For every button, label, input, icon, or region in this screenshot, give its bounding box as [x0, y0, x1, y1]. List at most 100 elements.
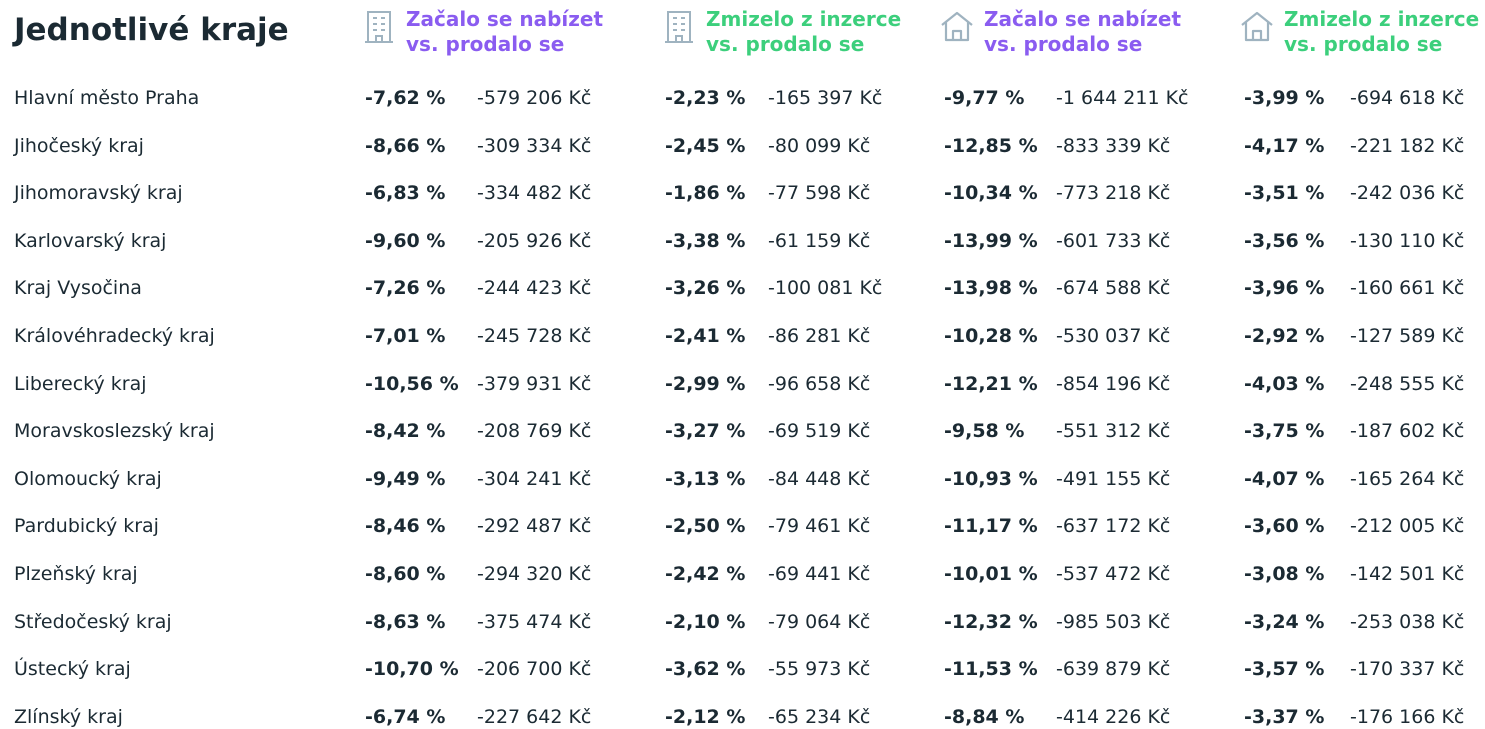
region-name: Olomoucký kraj — [14, 467, 162, 490]
percent-cell: -3,38 % — [665, 229, 746, 252]
percent-cell: -2,50 % — [665, 515, 746, 538]
amount-cell: -212 005 Kč — [1350, 515, 1465, 538]
amount-cell: -221 182 Kč — [1350, 134, 1465, 157]
percent-cell: -3,60 % — [1244, 515, 1325, 538]
region-name: Zlínský kraj — [14, 705, 123, 728]
percent-cell: -13,99 % — [944, 229, 1038, 252]
percent-cell: -10,01 % — [944, 563, 1038, 585]
title: Jednotlivé kraje — [14, 12, 289, 48]
amount-cell: -80 099 Kč — [768, 134, 871, 157]
amount-cell: -205 926 Kč — [477, 229, 592, 252]
percent-cell: -11,17 % — [944, 515, 1038, 538]
amount-cell: -292 487 Kč — [477, 515, 592, 538]
amount-cell: -530 037 Kč — [1056, 325, 1171, 347]
region-name: Liberecký kraj — [14, 372, 147, 395]
amount-cell: -309 334 Kč — [477, 134, 592, 157]
amount-cell: -84 448 Kč — [768, 467, 871, 490]
percent-cell: -2,12 % — [665, 705, 746, 728]
amount-cell: -334 482 Kč — [477, 182, 592, 205]
region-name: Hlavní město Praha — [14, 87, 200, 109]
amount-cell: -65 234 Kč — [768, 705, 871, 728]
percent-cell: -3,24 % — [1244, 610, 1325, 633]
region-name: Moravskoslezský kraj — [14, 420, 215, 443]
percent-cell: -3,56 % — [1244, 229, 1325, 252]
percent-cell: -9,58 % — [944, 420, 1025, 443]
percent-cell: -8,60 % — [365, 563, 446, 585]
amount-cell: -694 618 Kč — [1350, 87, 1465, 109]
amount-cell: -245 728 Kč — [477, 325, 592, 347]
amount-cell: -130 110 Kč — [1350, 229, 1465, 252]
percent-cell: -2,10 % — [665, 610, 746, 633]
amount-cell: -77 598 Kč — [768, 182, 871, 205]
percent-cell: -10,28 % — [944, 325, 1038, 347]
percent-cell: -7,26 % — [365, 277, 446, 300]
amount-cell: -773 218 Kč — [1056, 182, 1171, 205]
percent-cell: -10,34 % — [944, 182, 1038, 205]
percent-cell: -8,66 % — [365, 134, 446, 157]
percent-cell: -3,75 % — [1244, 420, 1325, 443]
amount-cell: -375 474 Kč — [477, 610, 592, 633]
region-name: Jihomoravský kraj — [14, 182, 183, 205]
amount-cell: -170 337 Kč — [1350, 658, 1465, 681]
amount-cell: -206 700 Kč — [477, 658, 592, 681]
percent-cell: -10,56 % — [365, 372, 459, 395]
amount-cell: -187 602 Kč — [1350, 420, 1465, 443]
region-name: Středočeský kraj — [14, 610, 172, 633]
amount-cell: -253 038 Kč — [1350, 610, 1465, 633]
amount-cell: -414 226 Kč — [1056, 705, 1171, 728]
amount-cell: -379 931 Kč — [477, 372, 592, 395]
percent-cell: -2,23 % — [665, 87, 746, 109]
percent-cell: -3,13 % — [665, 467, 746, 490]
column-header: Zmizelo z inzerce vs. prodalo se — [1284, 7, 1480, 56]
house-icon — [1241, 11, 1273, 42]
percent-cell: -12,21 % — [944, 372, 1038, 395]
percent-cell: -10,93 % — [944, 467, 1038, 490]
amount-cell: -491 155 Kč — [1056, 467, 1171, 490]
percent-cell: -3,26 % — [665, 277, 746, 300]
amount-cell: -61 159 Kč — [768, 229, 871, 252]
amount-cell: -537 472 Kč — [1056, 563, 1171, 585]
percent-cell: -9,49 % — [365, 467, 446, 490]
percent-cell: -13,98 % — [944, 277, 1038, 300]
region-name: Kraj Vysočina — [14, 277, 142, 300]
amount-cell: -100 081 Kč — [768, 277, 883, 300]
percent-cell: -1,86 % — [665, 182, 746, 205]
percent-cell: -3,37 % — [1244, 705, 1325, 728]
amount-cell: -79 461 Kč — [768, 515, 871, 538]
region-name: Královéhradecký kraj — [14, 325, 215, 347]
column-header: Začalo se nabízet vs. prodalo se — [984, 7, 1182, 56]
column-header: Začalo se nabízet vs. prodalo se — [406, 7, 604, 56]
percent-cell: -3,62 % — [665, 658, 746, 681]
amount-cell: -165 264 Kč — [1350, 467, 1465, 490]
column-header: Zmizelo z inzerce vs. prodalo se — [706, 7, 902, 56]
region-name: Ústecký kraj — [14, 658, 131, 681]
percent-cell: -6,74 % — [365, 705, 446, 728]
amount-cell: -242 036 Kč — [1350, 182, 1465, 205]
amount-cell: -86 281 Kč — [768, 325, 871, 347]
amount-cell: -69 441 Kč — [768, 563, 871, 585]
amount-cell: -1 644 211 Kč — [1056, 87, 1189, 109]
amount-cell: -601 733 Kč — [1056, 229, 1171, 252]
percent-cell: -8,84 % — [944, 705, 1025, 728]
amount-cell: -165 397 Kč — [768, 87, 883, 109]
amount-cell: -142 501 Kč — [1350, 563, 1465, 585]
percent-cell: -2,42 % — [665, 563, 746, 585]
house-icon — [941, 11, 973, 42]
percent-cell: -3,96 % — [1244, 277, 1325, 300]
amount-cell: -160 661 Kč — [1350, 277, 1465, 300]
amount-cell: -854 196 Kč — [1056, 372, 1171, 395]
percent-cell: -6,83 % — [365, 182, 446, 205]
percent-cell: -4,03 % — [1244, 372, 1325, 395]
percent-cell: -8,46 % — [365, 515, 446, 538]
percent-cell: -2,41 % — [665, 325, 746, 347]
percent-cell: -2,99 % — [665, 372, 746, 395]
region-name: Jihočeský kraj — [14, 134, 144, 157]
percent-cell: -2,92 % — [1244, 325, 1325, 347]
amount-cell: -304 241 Kč — [477, 467, 592, 490]
percent-cell: -8,42 % — [365, 420, 446, 443]
percent-cell: -10,70 % — [365, 658, 459, 681]
percent-cell: -9,77 % — [944, 87, 1025, 109]
amount-cell: -833 339 Kč — [1056, 134, 1171, 157]
amount-cell: -176 166 Kč — [1350, 705, 1465, 728]
percent-cell: -12,32 % — [944, 610, 1038, 633]
